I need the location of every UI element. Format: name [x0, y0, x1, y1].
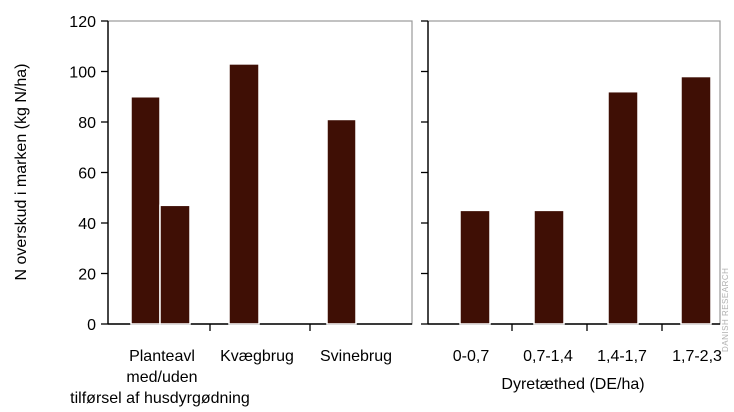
right-panel-x-axis-title: Dyretæthed (DE/ha) — [501, 376, 644, 393]
category-label-line: Planteavl — [129, 348, 195, 365]
x-category-label: 1,4-1,7 — [597, 348, 647, 365]
x-category-label: 0-0,7 — [453, 348, 490, 365]
bar — [326, 118, 357, 325]
x-category-label: 1,7-2,3 — [672, 348, 722, 365]
y-tick-label: 40 — [78, 216, 96, 233]
y-tick-label: 100 — [69, 65, 96, 82]
x-category-label: Planteavl med/uden tilførsel af husdyrgødn… — [70, 348, 250, 407]
y-tick-label: 80 — [78, 115, 96, 132]
category-label-line: tilførsel af husdyrgødning — [70, 390, 250, 407]
bar — [130, 96, 161, 325]
x-category-label: Kvægbrug — [220, 348, 294, 365]
bar — [459, 209, 491, 325]
y-tick-label: 60 — [78, 166, 96, 183]
x-category-label: Svinebrug — [320, 348, 392, 365]
x-category-label: 0,7-1,4 — [523, 348, 573, 365]
bars-group — [130, 63, 712, 325]
bar — [680, 75, 712, 325]
y-axis-ticks: 0 20 40 60 80 100 120 — [69, 14, 663, 334]
y-tick-label: 120 — [69, 14, 96, 31]
bar — [159, 204, 191, 325]
bar — [228, 63, 260, 325]
category-labels: Planteavl med/uden tilførsel af husdyrgødn… — [70, 348, 722, 407]
bar — [533, 209, 565, 325]
bar — [607, 90, 639, 325]
watermark-text: DANISH RESEARCH — [721, 268, 730, 352]
y-tick-label: 0 — [87, 317, 96, 334]
category-label-line: med/uden — [126, 369, 197, 386]
y-axis-title: N overskud i marken (kg N/ha) — [13, 64, 30, 281]
y-tick-label: 20 — [78, 267, 96, 284]
